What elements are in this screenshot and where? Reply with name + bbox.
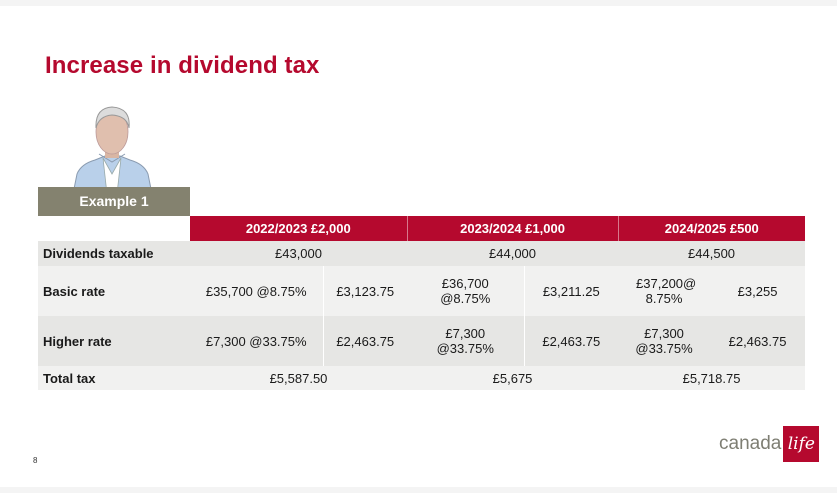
- cell-tax: £3,211.25: [523, 266, 619, 316]
- cell-amount: £37,200@ 8.75%: [618, 266, 711, 316]
- cell-amount: £36,700 @8.75%: [407, 266, 525, 316]
- row-label-basic-rate: Basic rate: [38, 266, 190, 316]
- slide-title: Increase in dividend tax: [45, 52, 320, 79]
- table-row: Total tax £5,587.50 £5,675 £5,718.75: [38, 366, 806, 390]
- header-2022-2023: 2022/2023 £2,000: [190, 216, 408, 241]
- table-row: Higher rate £7,300 @33.75% £2,463.75 £7,…: [38, 316, 806, 366]
- header-blank: [38, 216, 190, 241]
- cell-amount: £7,300 @33.75%: [407, 316, 525, 366]
- cell-amount: £7,300 @33.75%: [618, 316, 711, 366]
- cell-value: £5,718.75: [618, 366, 806, 390]
- example-label: Example 1: [38, 187, 190, 216]
- page-number: 8: [33, 456, 38, 465]
- cell-value: £44,000: [407, 241, 619, 266]
- dividend-tax-table: 2022/2023 £2,000 2023/2024 £1,000 2024/2…: [38, 216, 806, 390]
- table-row: Basic rate £35,700 @8.75% £3,123.75 £36,…: [38, 266, 806, 316]
- row-label-dividends: Dividends taxable: [38, 241, 190, 266]
- cell-tax: £3,255: [710, 266, 806, 316]
- cell-value: £5,587.50: [190, 366, 408, 390]
- cell-tax: £2,463.75: [322, 316, 408, 366]
- slide: Increase in dividend tax Example 1 2022/…: [0, 6, 837, 487]
- cell-value: £43,000: [190, 241, 408, 266]
- cell-tax: £3,123.75: [322, 266, 408, 316]
- cell-amount: £7,300 @33.75%: [190, 316, 323, 366]
- cell-value: £5,675: [407, 366, 619, 390]
- cell-value: £44,500: [618, 241, 806, 266]
- header-2024-2025: 2024/2025 £500: [618, 216, 806, 241]
- row-label-total-tax: Total tax: [38, 366, 190, 390]
- header-2023-2024: 2023/2024 £1,000: [407, 216, 619, 241]
- canada-life-logo: canada life: [719, 426, 820, 462]
- cell-amount: £35,700 @8.75%: [190, 266, 323, 316]
- table-header-row: 2022/2023 £2,000 2023/2024 £1,000 2024/2…: [38, 216, 806, 241]
- person-avatar-icon: [72, 106, 153, 194]
- row-label-higher-rate: Higher rate: [38, 316, 190, 366]
- cell-tax: £2,463.75: [710, 316, 806, 366]
- logo-life-box: life: [783, 426, 820, 462]
- logo-wordmark: canada: [719, 433, 782, 454]
- table-row: Dividends taxable £43,000 £44,000 £44,50…: [38, 241, 806, 266]
- cell-tax: £2,463.75: [523, 316, 619, 366]
